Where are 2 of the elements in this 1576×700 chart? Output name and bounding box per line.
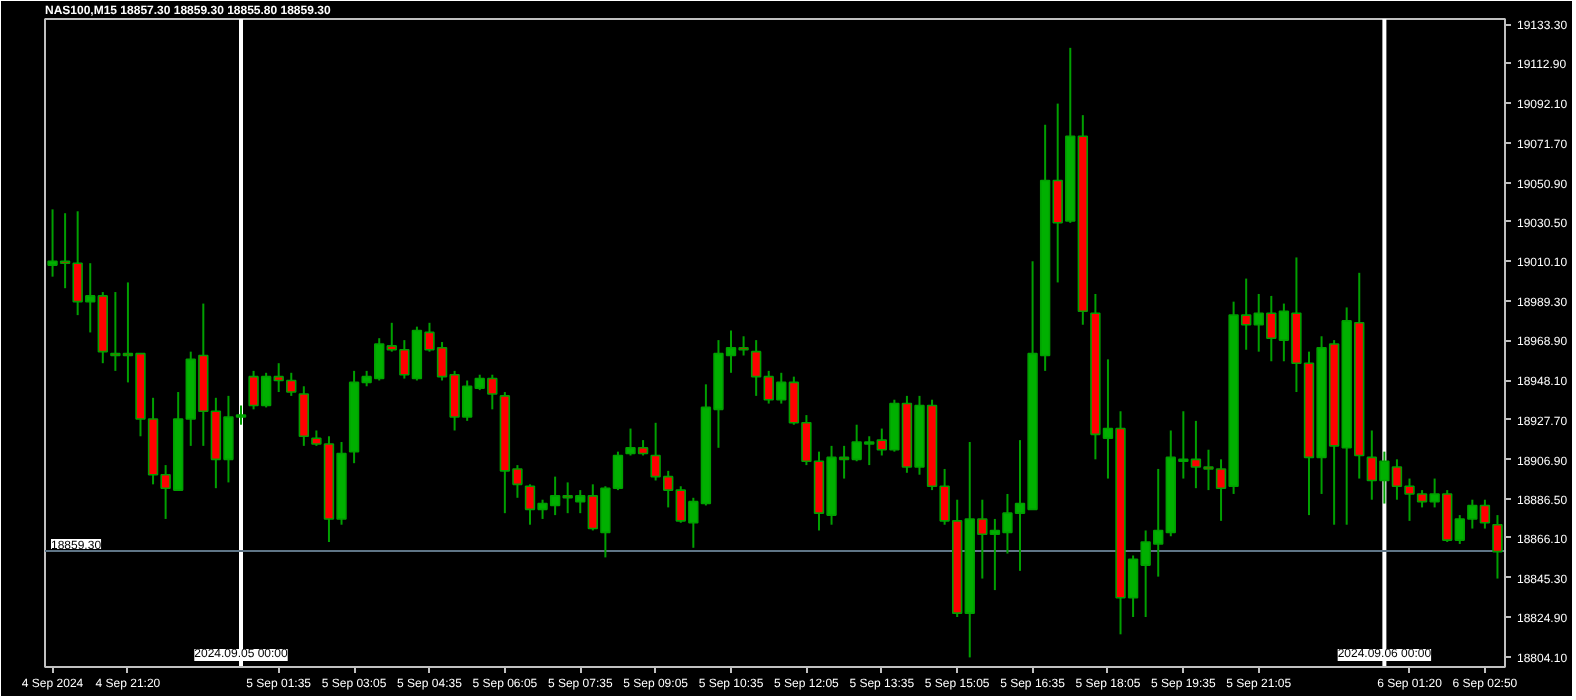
candlestick: [1492, 514, 1503, 580]
candlestick: [298, 385, 310, 447]
